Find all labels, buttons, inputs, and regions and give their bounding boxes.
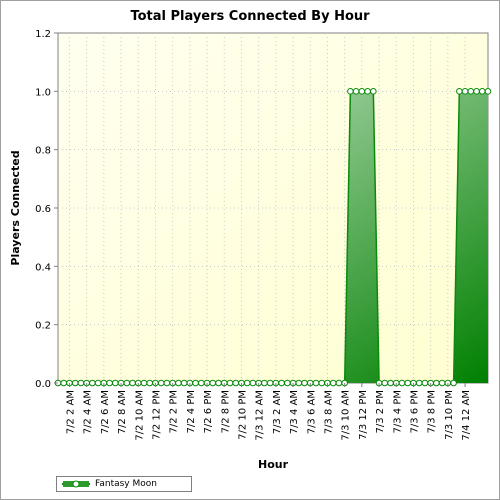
x-tick-label: 7/3 4 PM [392,390,403,433]
data-point [129,379,136,387]
data-point [249,379,257,387]
x-tick-label: 7/3 12 PM [358,390,369,440]
data-point [421,379,429,387]
data-point [278,379,285,387]
x-tick-label: 7/3 8 PM [427,390,438,433]
data-point [60,379,68,387]
data-point [478,88,486,95]
y-tick-label: 1.2 [35,29,51,40]
x-tick-label: 7/2 2 PM [169,390,180,433]
data-point [192,379,199,387]
x-tick-label: 7/2 6 PM [203,390,214,433]
data-point [467,88,475,95]
y-tick-label: 0.4 [35,262,51,273]
x-tick-label: 7/2 2 AM [65,390,76,434]
data-point [404,379,412,387]
x-tick-label: 7/3 2 AM [272,390,283,434]
data-point [358,88,366,95]
x-axis-label: Hour [258,458,289,471]
data-point [180,379,188,387]
x-tick-label: 7/2 4 PM [186,390,197,433]
data-point [318,379,326,387]
x-tick-label: 7/2 8 AM [117,390,128,434]
data-point [123,379,131,387]
x-tick-label: 7/3 4 AM [289,390,300,434]
x-tick-label: 7/2 10 AM [134,390,145,441]
data-point [381,379,389,387]
data-point [232,379,240,387]
x-tick-label: 7/2 8 PM [220,390,231,433]
data-point [347,88,354,95]
data-point [157,379,165,387]
data-point [387,379,394,387]
data-point [146,379,154,387]
y-tick-label: 0.0 [35,379,51,390]
data-point [433,379,440,387]
data-point [209,379,217,387]
data-point [312,379,320,387]
data-point [438,379,446,387]
data-point [284,379,291,387]
x-tick-label: 7/3 8 AM [323,390,334,434]
data-point [77,379,85,387]
x-tick-label: 7/2 10 PM [237,390,248,440]
x-tick-label: 7/3 6 PM [409,390,420,433]
x-tick-label: 7/3 6 AM [306,390,317,434]
x-tick-label: 7/3 10 AM [341,390,352,441]
data-point [261,379,268,387]
x-tick-label: 7/4 12 AM [461,390,472,441]
data-point [106,379,113,387]
data-point [301,379,308,387]
legend-label: Fantasy Moon [95,479,157,489]
data-point [163,379,171,387]
data-point [450,379,457,387]
x-tick-label: 7/3 10 PM [444,390,455,440]
data-point [89,379,96,387]
data-point [329,379,337,387]
data-point [484,88,492,95]
data-point [215,379,222,387]
y-tick-label: 0.8 [35,146,51,157]
data-point [71,379,79,387]
legend: Fantasy Moon [56,476,192,492]
data-point [461,88,469,95]
data-point [175,379,182,387]
legend-swatch [62,480,90,488]
y-tick-label: 0.2 [35,321,51,332]
chart-title: Total Players Connected By Hour [130,9,370,24]
data-point [198,379,205,387]
x-tick-label: 7/2 4 AM [83,390,94,434]
data-point [243,379,251,387]
x-tick-label: 7/2 6 AM [100,390,111,434]
data-point [352,88,360,95]
x-tick-label: 7/3 12 AM [255,390,266,441]
data-point [112,379,119,387]
data-point [226,379,234,387]
data-point [456,88,463,95]
data-point [370,88,377,95]
data-point [473,88,480,95]
data-point [266,379,274,387]
data-point [295,379,303,387]
data-point [398,379,406,387]
plot-background [57,32,489,384]
x-tick-label: 7/2 12 PM [151,390,162,440]
y-tick-label: 0.6 [35,204,51,215]
data-point [335,379,343,387]
data-point [94,379,102,387]
data-point [364,88,371,95]
y-axis-label: Players Connected [9,150,22,265]
data-point [415,379,423,387]
y-tick-label: 1.0 [35,87,51,98]
x-tick-label: 7/3 2 PM [375,390,386,433]
data-point [140,379,148,387]
